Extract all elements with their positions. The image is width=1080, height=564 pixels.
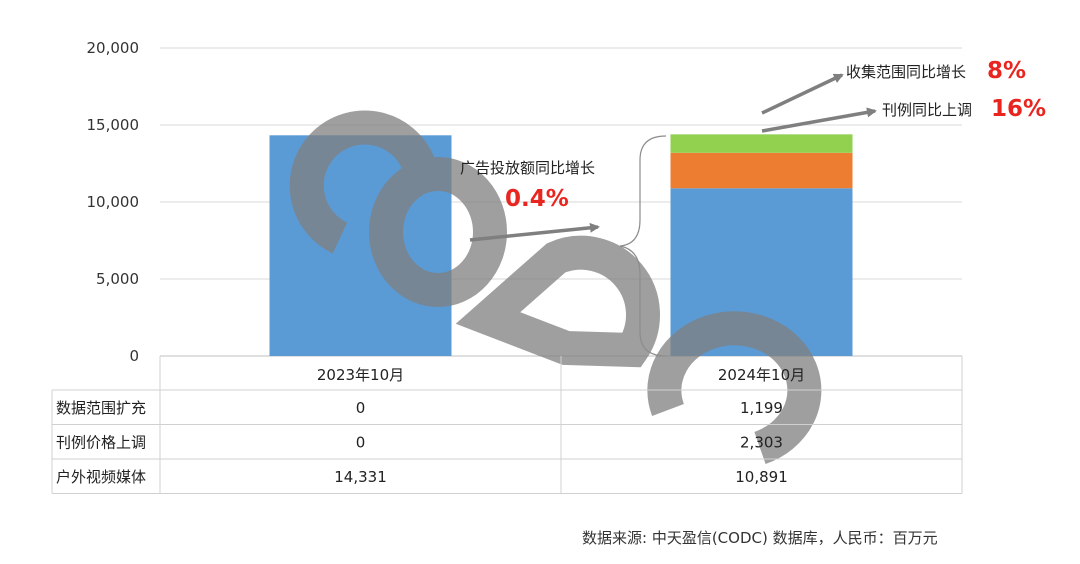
annotation-scope-label: 收集范围同比增长 — [846, 63, 966, 81]
x-category-label: 2023年10月 — [317, 366, 404, 384]
table-cell-value: 10,891 — [735, 468, 788, 486]
table-cell-value: 0 — [356, 399, 366, 417]
table-cell-value: 2,303 — [740, 434, 783, 452]
watermark-letter-c1 — [289, 110, 437, 254]
table-row-label: 户外视频媒体 — [56, 468, 146, 486]
y-tick-label: 20,000 — [87, 39, 140, 57]
annotation-growth-label: 广告投放额同比增长 — [460, 159, 595, 177]
arrow-growth — [469, 222, 600, 242]
table-cell-value: 0 — [356, 434, 366, 452]
arrow-price — [761, 107, 877, 133]
bar-segment-3 — [670, 134, 853, 153]
y-tick-label: 15,000 — [87, 116, 140, 134]
codc-watermark-logo — [289, 110, 822, 465]
brace — [619, 135, 667, 357]
y-tick-label: 10,000 — [87, 193, 140, 211]
y-axis: 0 5,000 10,000 15,000 20,000 — [87, 39, 140, 365]
annotation-growth-value: 0.4% — [505, 186, 569, 212]
watermark-letter-o — [369, 157, 508, 307]
y-tick-label: 5,000 — [96, 270, 139, 288]
annotation-scope-value: 8% — [987, 58, 1026, 84]
source-note: 数据来源: 中天盈信(CODC) 数据库，人民币：百万元 — [582, 529, 938, 547]
table-cell-value: 14,331 — [334, 468, 387, 486]
y-tick-label: 0 — [129, 347, 139, 365]
table-cell-value: 1,199 — [740, 399, 783, 417]
x-category-label: 2024年10月 — [718, 366, 805, 384]
watermark-letter-c2 — [647, 311, 822, 465]
table-row-label: 刊例价格上调 — [56, 434, 146, 452]
bar-segment-2 — [670, 152, 853, 189]
table-row-label: 数据范围扩充 — [56, 399, 146, 417]
annotation-price-label: 刊例同比上调 — [882, 101, 972, 119]
arrow-scope — [761, 73, 844, 115]
annotation-price-value: 16% — [991, 96, 1046, 122]
watermark-letter-d — [455, 235, 660, 368]
